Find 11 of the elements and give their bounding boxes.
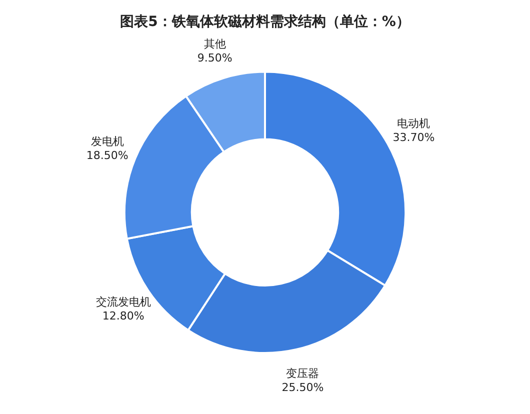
slice-label: 变压器: [286, 366, 320, 380]
slice-label: 电动机: [397, 116, 430, 130]
chart-title: 图表5：铁氧体软磁材料需求结构（单位：%）: [120, 14, 410, 30]
slice-label: 发电机: [90, 135, 124, 148]
data-label: 18.50%: [86, 149, 128, 162]
slice-label: 其他: [204, 37, 226, 50]
data-label: 9.50%: [197, 51, 232, 64]
data-label: 12.80%: [102, 309, 144, 322]
data-label: 33.70%: [392, 130, 435, 144]
data-label: 25.50%: [282, 380, 324, 394]
slice-label: 交流发电机: [96, 295, 151, 308]
